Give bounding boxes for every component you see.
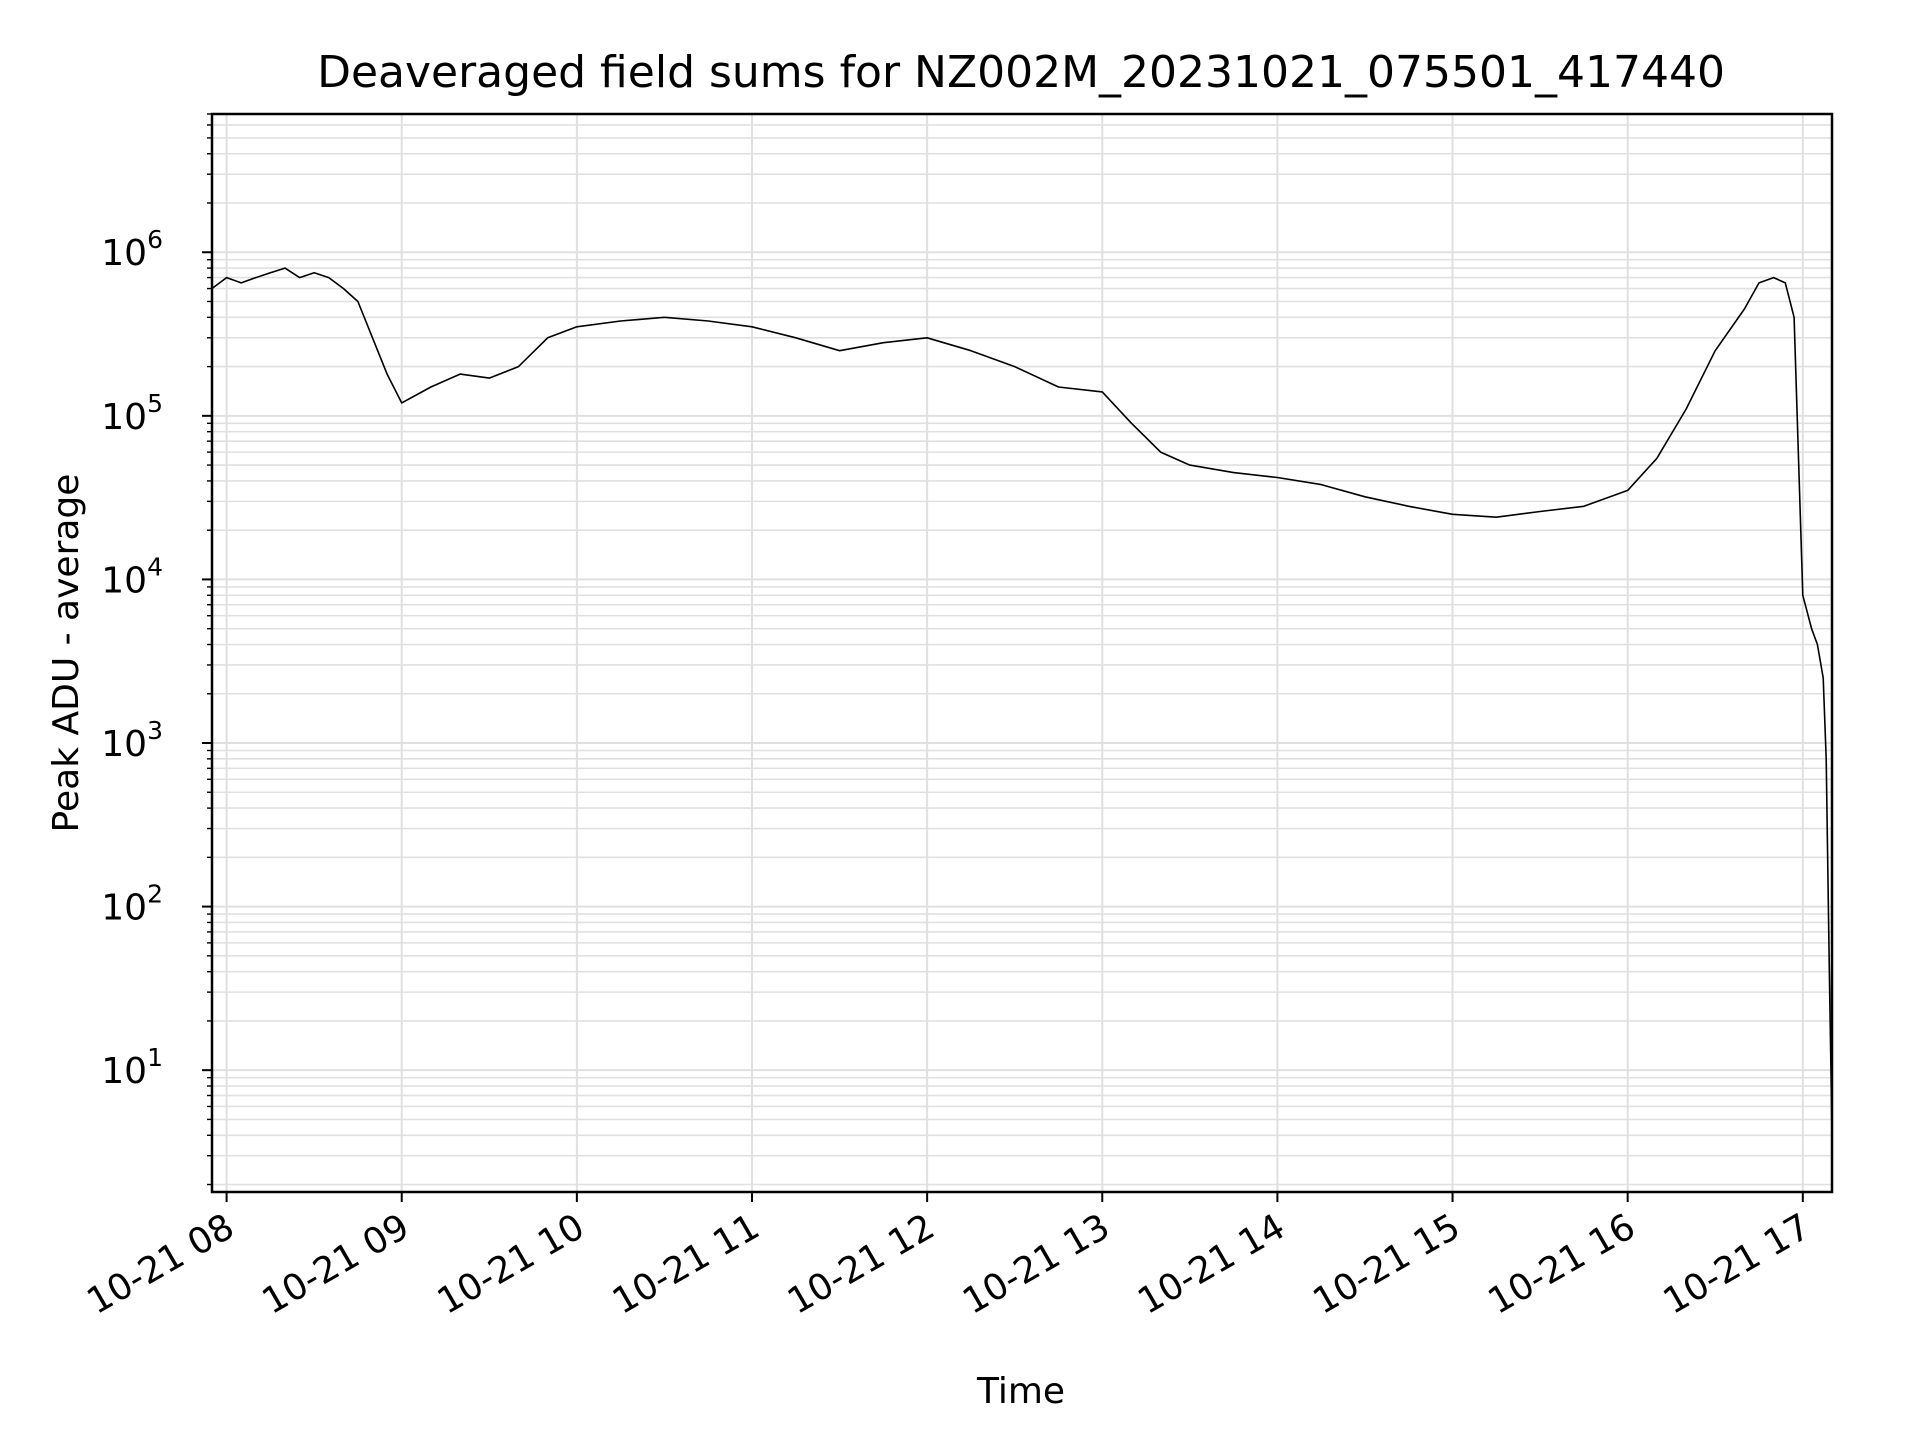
y-tick-label: 105	[101, 389, 163, 438]
series-layer	[211, 267, 1833, 1136]
x-tick-label: 10-21 10	[431, 1206, 592, 1322]
y-tick-label: 106	[101, 225, 163, 274]
x-tick-label: 10-21 08	[80, 1206, 241, 1322]
y-tick-label: 104	[101, 552, 163, 601]
x-axis-label: Time	[976, 1371, 1065, 1412]
x-tick-label: 10-21 14	[1131, 1206, 1292, 1322]
y-tick-label: 101	[101, 1043, 163, 1092]
chart-title: Deaveraged field sums for NZ002M_2023102…	[317, 47, 1725, 98]
y-tick-label: 102	[101, 880, 163, 929]
x-tick-label: 10-21 15	[1306, 1206, 1467, 1322]
x-tick-label: 10-21 12	[781, 1206, 942, 1322]
x-tick-label: 10-21 13	[956, 1206, 1117, 1322]
x-tick-label: 10-21 17	[1657, 1206, 1818, 1322]
y-axis-label: Peak ADU - average	[46, 474, 87, 833]
x-tick-label: 10-21 09	[256, 1206, 417, 1322]
x-axis: 10-21 08 10-21 09 10-21 10 10-21 11 10-21 12…	[80, 1192, 1817, 1323]
grid-lines	[212, 113, 1832, 1192]
y-tick-label: 103	[101, 716, 163, 765]
series-line-0	[211, 267, 1833, 1136]
y-axis: 101 102 103 104 105 106	[101, 113, 212, 1186]
plot-frame	[210, 112, 1834, 1194]
x-tick-label: 10-21 11	[606, 1206, 767, 1322]
x-tick-label: 10-21 16	[1482, 1206, 1643, 1322]
